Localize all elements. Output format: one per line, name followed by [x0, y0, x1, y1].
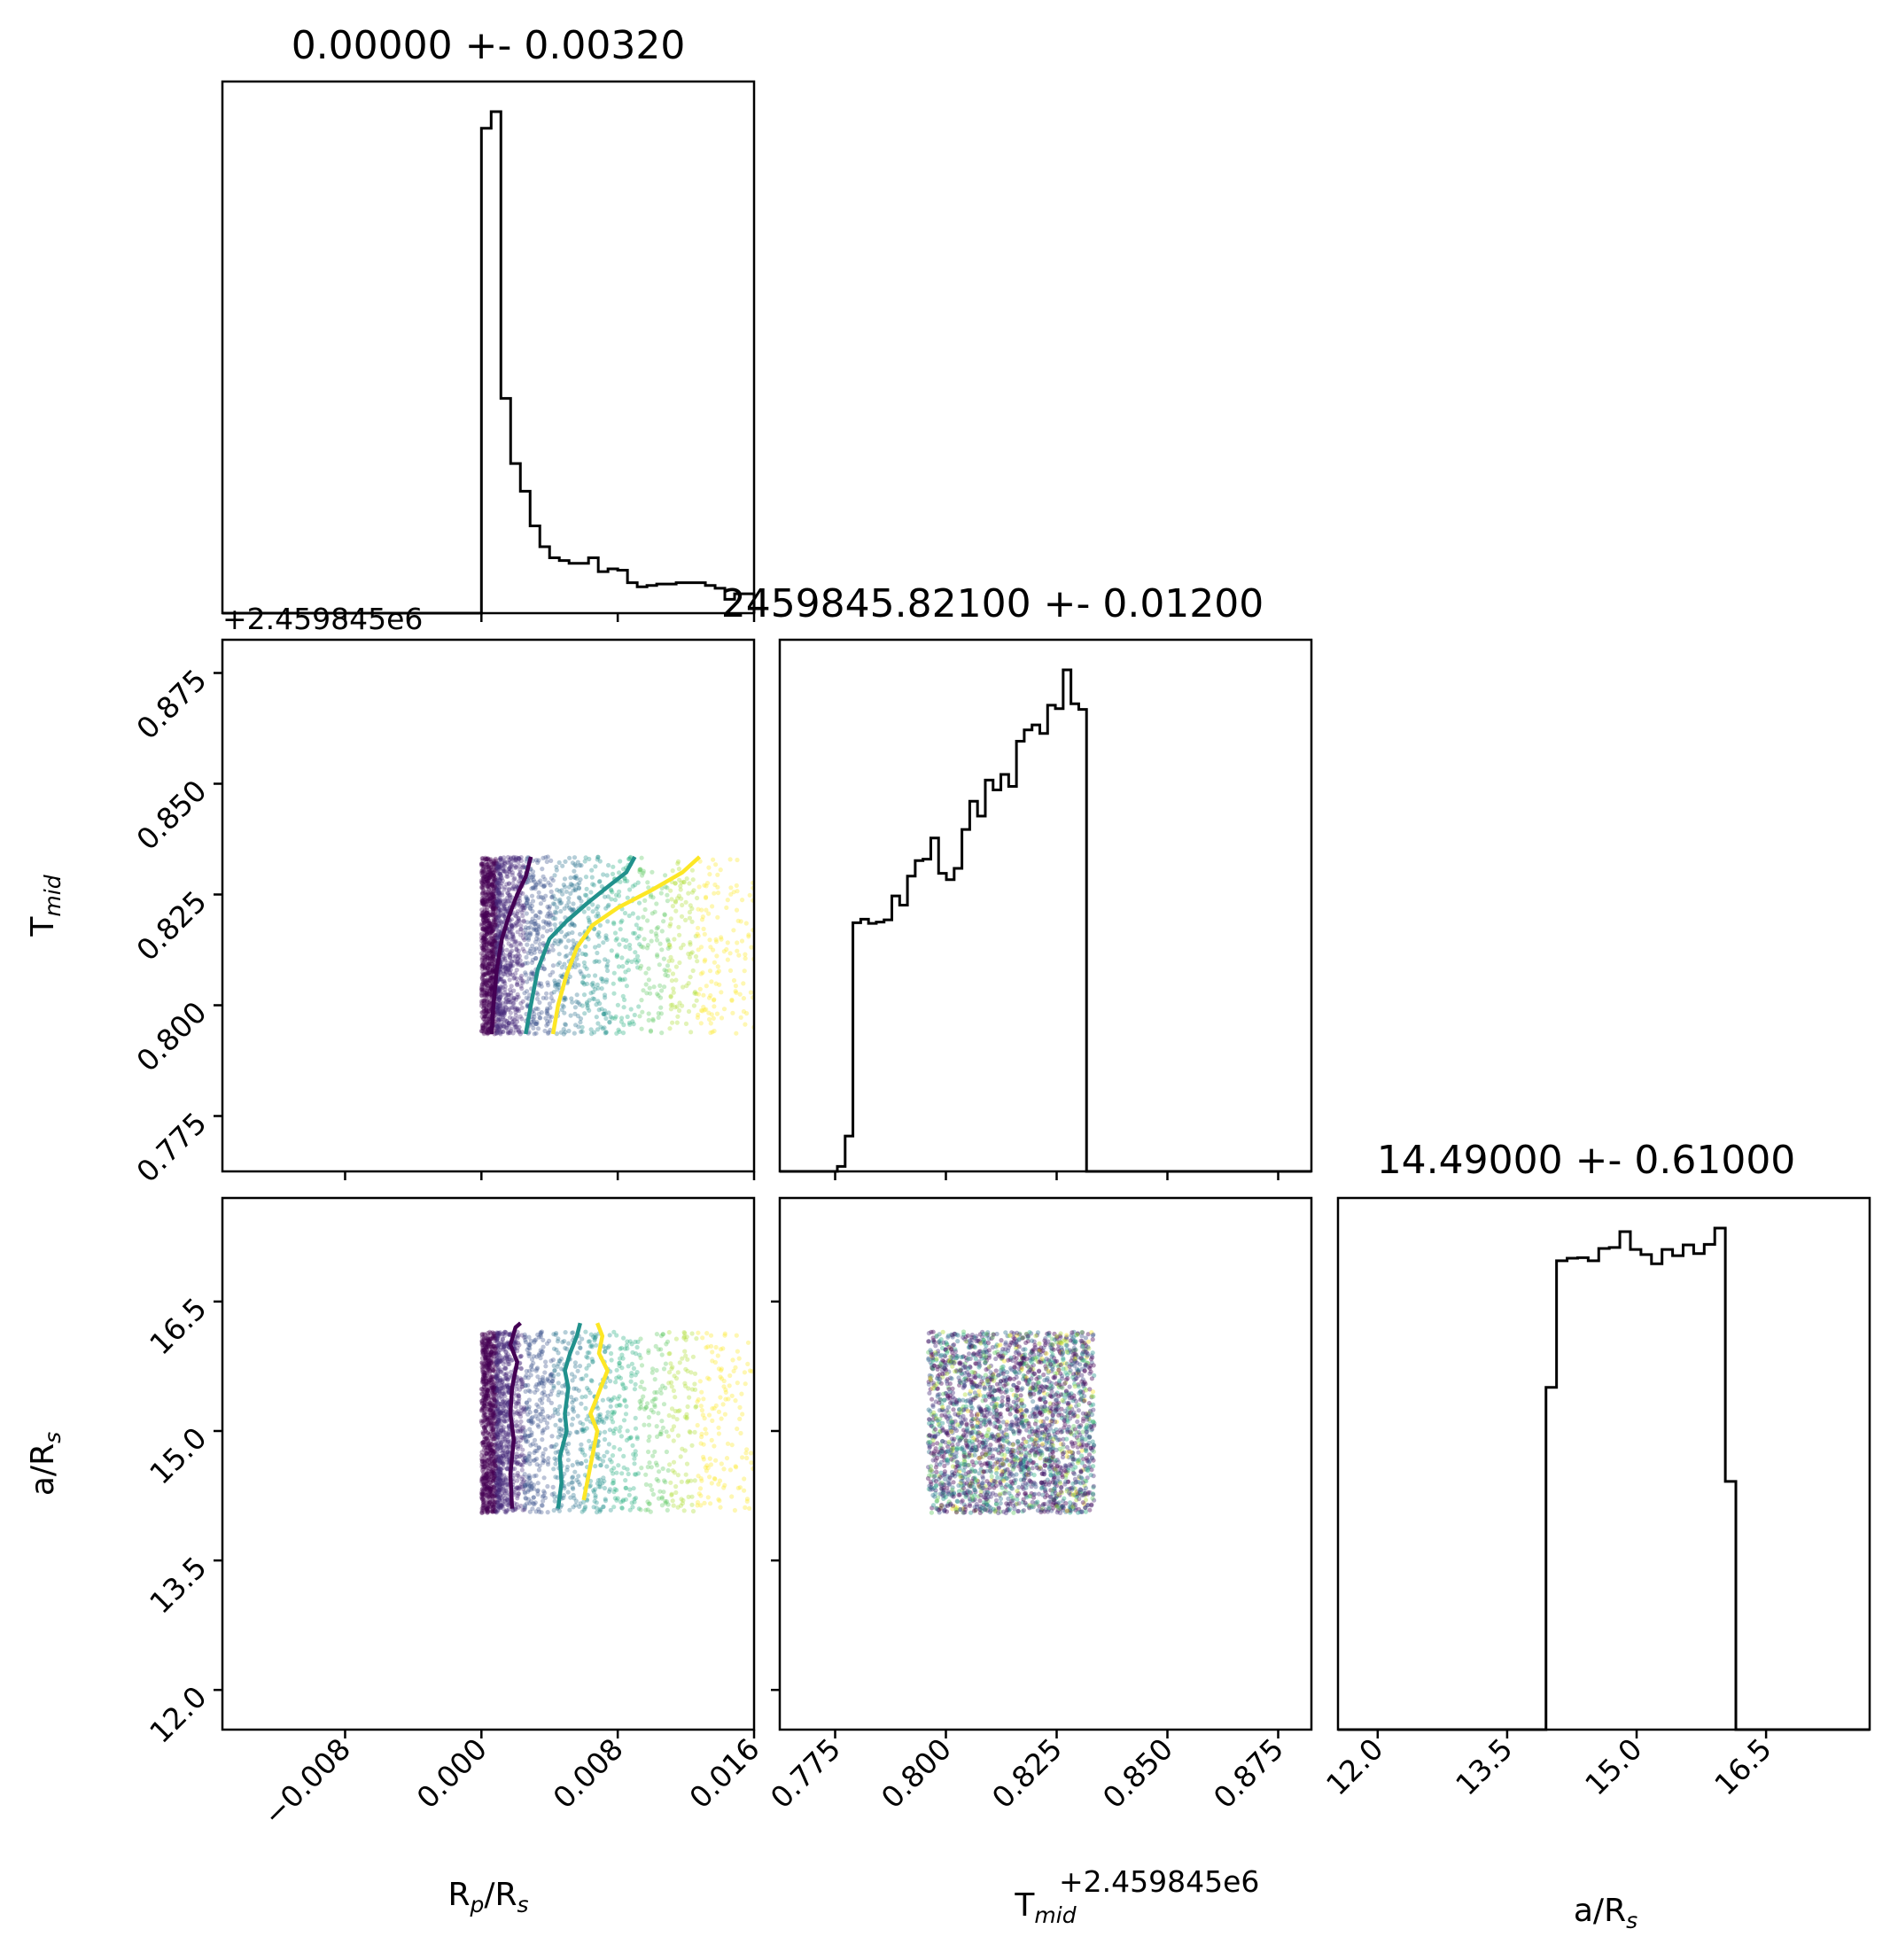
y-tick-label: 0.800 [129, 995, 213, 1078]
y-axis-label-tmid: Tmid​ [25, 875, 66, 937]
x-axis-label-ars: a/Rs​ [1574, 1893, 1637, 1933]
y-axis-label-ars: a/Rs​ [25, 1432, 66, 1496]
panel-title-2: 14.49000 +- 0.61000 [1377, 1138, 1796, 1183]
x-tick-label: 16.5 [1707, 1731, 1778, 1802]
x-axis-label-rp: Rp​/Rs​ [447, 1877, 528, 1917]
y-tick-label: 13.5 [143, 1550, 214, 1621]
panel-frame-1-0 [221, 638, 756, 1173]
contour-rp-tmid-line-1 [524, 855, 637, 1035]
panel-frame-2-1 [778, 1196, 1313, 1731]
panel-frame-0-0 [221, 80, 756, 615]
x-tick-label: 0.800 [875, 1731, 958, 1815]
x-tick-label: 13.5 [1449, 1731, 1520, 1802]
panel-frame-2-0 [221, 1196, 756, 1731]
x-tick-label: −0.008 [256, 1731, 357, 1832]
panel-title-0: 0.00000 +- 0.00320 [292, 23, 686, 68]
contour-rp-ars-line-1 [556, 1322, 582, 1509]
histogram-tmid [780, 668, 1311, 1173]
x-tick-label: 12.0 [1319, 1731, 1390, 1802]
y-tick-label: 15.0 [143, 1420, 214, 1491]
axis-offset-text: +2.459845e6 [1059, 1864, 1259, 1899]
y-tick-label: 0.825 [129, 884, 213, 968]
histogram-ars [1338, 1226, 1870, 1731]
x-tick-label: 0.825 [985, 1731, 1069, 1815]
y-tick-label: 16.5 [143, 1291, 214, 1362]
x-tick-label: 15.0 [1578, 1731, 1649, 1802]
x-axis-label-tmid: Tmid​ [1014, 1887, 1076, 1928]
contour-rp-ars-line-0 [508, 1321, 522, 1509]
panel-title-1: 2459845.82100 +- 0.01200 [721, 581, 1264, 626]
x-tick-label: 0.775 [764, 1731, 847, 1815]
contour-rp-tmid-line-0 [489, 856, 533, 1035]
y-tick-label: 12.0 [143, 1679, 214, 1750]
y-tick-label: 0.875 [129, 663, 213, 746]
scatter-rp-tmid [478, 854, 754, 1037]
x-tick-label: 0.016 [682, 1731, 766, 1815]
scatter-tmid-ars [925, 1329, 1097, 1516]
axis-offset-text: +2.459845e6 [222, 602, 423, 636]
histogram-rp [222, 110, 756, 615]
panel-frame-2-2 [1336, 1196, 1871, 1731]
contour-rp-ars-line-2 [581, 1322, 610, 1501]
x-tick-label: 0.008 [546, 1731, 629, 1815]
x-tick-label: 0.000 [410, 1731, 494, 1815]
x-tick-label: 0.850 [1096, 1731, 1179, 1815]
y-tick-label: 0.775 [129, 1106, 213, 1189]
x-tick-label: 0.875 [1207, 1731, 1290, 1815]
scatter-rp-ars [478, 1329, 754, 1515]
y-tick-label: 0.850 [129, 774, 213, 857]
panel-frame-1-1 [778, 638, 1313, 1173]
contour-rp-tmid-line-2 [550, 855, 702, 1035]
